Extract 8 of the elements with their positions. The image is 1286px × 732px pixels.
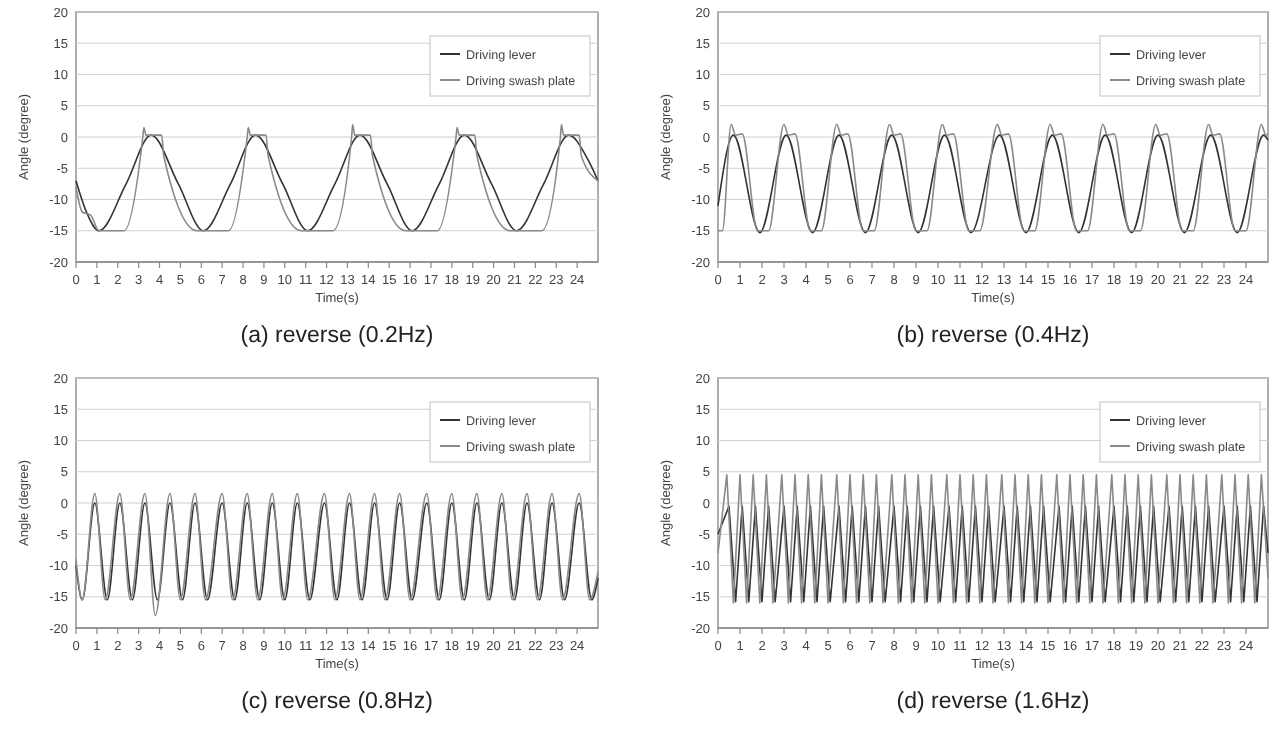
line-series — [717, 505, 1269, 603]
line-series — [75, 492, 599, 617]
line-series — [717, 474, 1269, 604]
line-series — [75, 502, 599, 601]
text: (d) reverse (1.6Hz) — [896, 690, 1090, 714]
text: (a) reverse (0.2Hz) — [240, 324, 434, 348]
text: (c) reverse (0.8Hz) — [241, 690, 434, 714]
text: (b) reverse (0.4Hz) — [896, 324, 1090, 348]
